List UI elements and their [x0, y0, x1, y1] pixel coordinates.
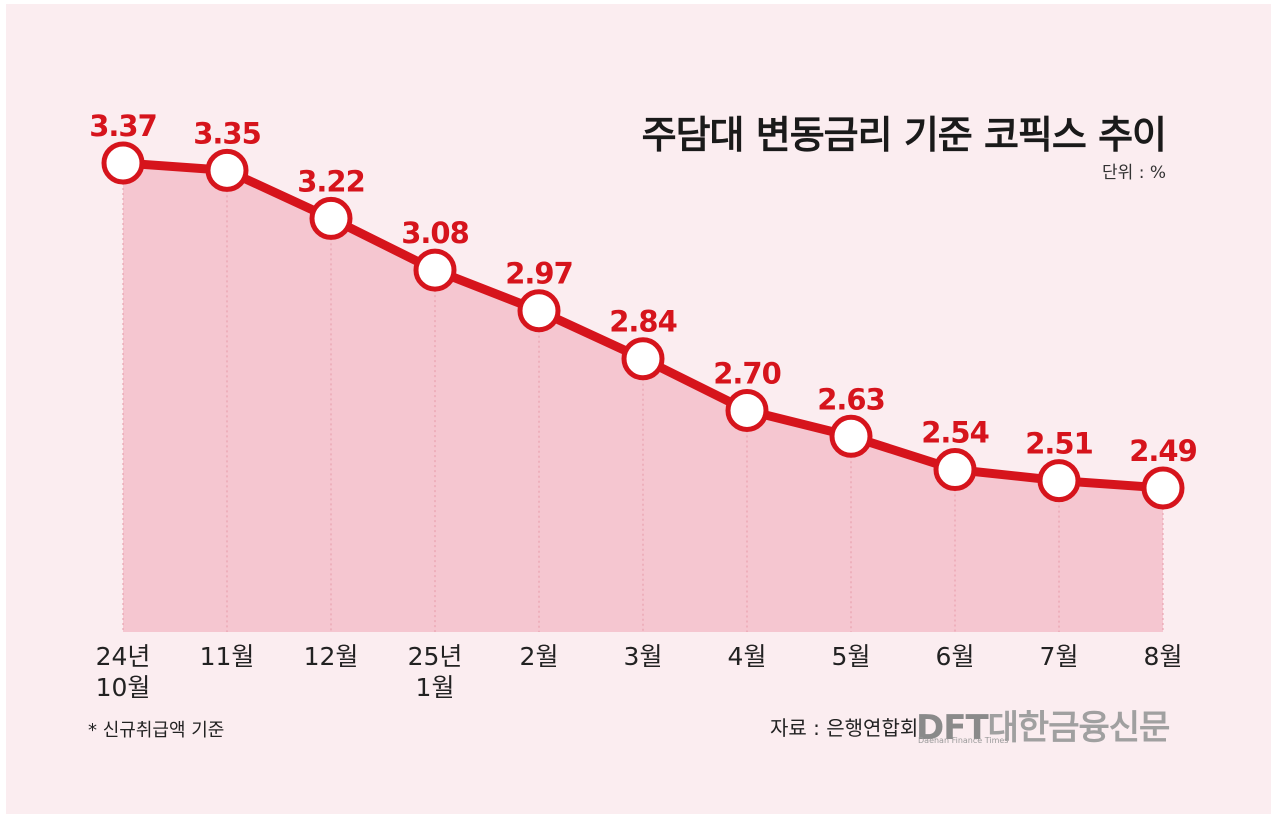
data-label-5: 2.84: [609, 305, 677, 339]
data-label-3: 3.08: [401, 216, 469, 250]
data-label-6: 2.70: [713, 356, 781, 390]
data-point-1: [205, 148, 249, 192]
publisher-logo: DFT대한금융신문: [916, 708, 1170, 748]
x-tick-label-2: 12월: [304, 642, 359, 671]
data-point-3: [413, 248, 457, 292]
data-point-6: [725, 388, 769, 432]
chart-title: 주담대 변동금리 기준 코픽스 추이: [641, 113, 1167, 157]
data-label-0: 3.37: [89, 109, 157, 143]
x-tick-label-3-line-0: 25년: [408, 642, 463, 671]
data-label-7: 2.63: [817, 382, 885, 416]
data-label-2: 3.22: [297, 164, 365, 198]
source-label: 자료 : 은행연합회: [770, 716, 919, 740]
x-tick-label-7: 5월: [832, 642, 871, 671]
x-tick-label-8: 6월: [936, 642, 975, 671]
x-tick-label-6: 4월: [728, 642, 767, 671]
x-tick-label-3-line-1: 1월: [416, 673, 455, 702]
data-label-1: 3.35: [193, 116, 261, 150]
data-point-0: [101, 141, 145, 185]
data-label-4: 2.97: [505, 257, 573, 291]
data-point-2: [309, 196, 353, 240]
x-tick-label-0-line-1: 10월: [96, 673, 151, 702]
x-tick-label-1: 11월: [200, 642, 255, 671]
x-tick-label-0-line-0: 24년: [96, 642, 151, 671]
footnote: * 신규취급액 기준: [88, 720, 225, 741]
data-point-8: [933, 448, 977, 492]
unit-label: 단위 : %: [1102, 163, 1166, 183]
data-point-5: [621, 337, 665, 381]
data-label-8: 2.54: [921, 416, 989, 450]
x-tick-label-10: 8월: [1144, 642, 1183, 671]
data-point-9: [1037, 459, 1081, 503]
data-label-10: 2.49: [1129, 434, 1197, 468]
x-tick-label-5: 3월: [624, 642, 663, 671]
data-point-4: [517, 289, 561, 333]
area-fill: [123, 163, 1163, 632]
publisher-logo-subtitle: Daehan Finance Times: [918, 736, 1009, 745]
data-point-7: [829, 414, 873, 458]
x-tick-label-9: 7월: [1040, 642, 1079, 671]
data-label-9: 2.51: [1025, 427, 1093, 461]
x-tick-label-4: 2월: [520, 642, 559, 671]
data-point-10: [1141, 466, 1185, 510]
